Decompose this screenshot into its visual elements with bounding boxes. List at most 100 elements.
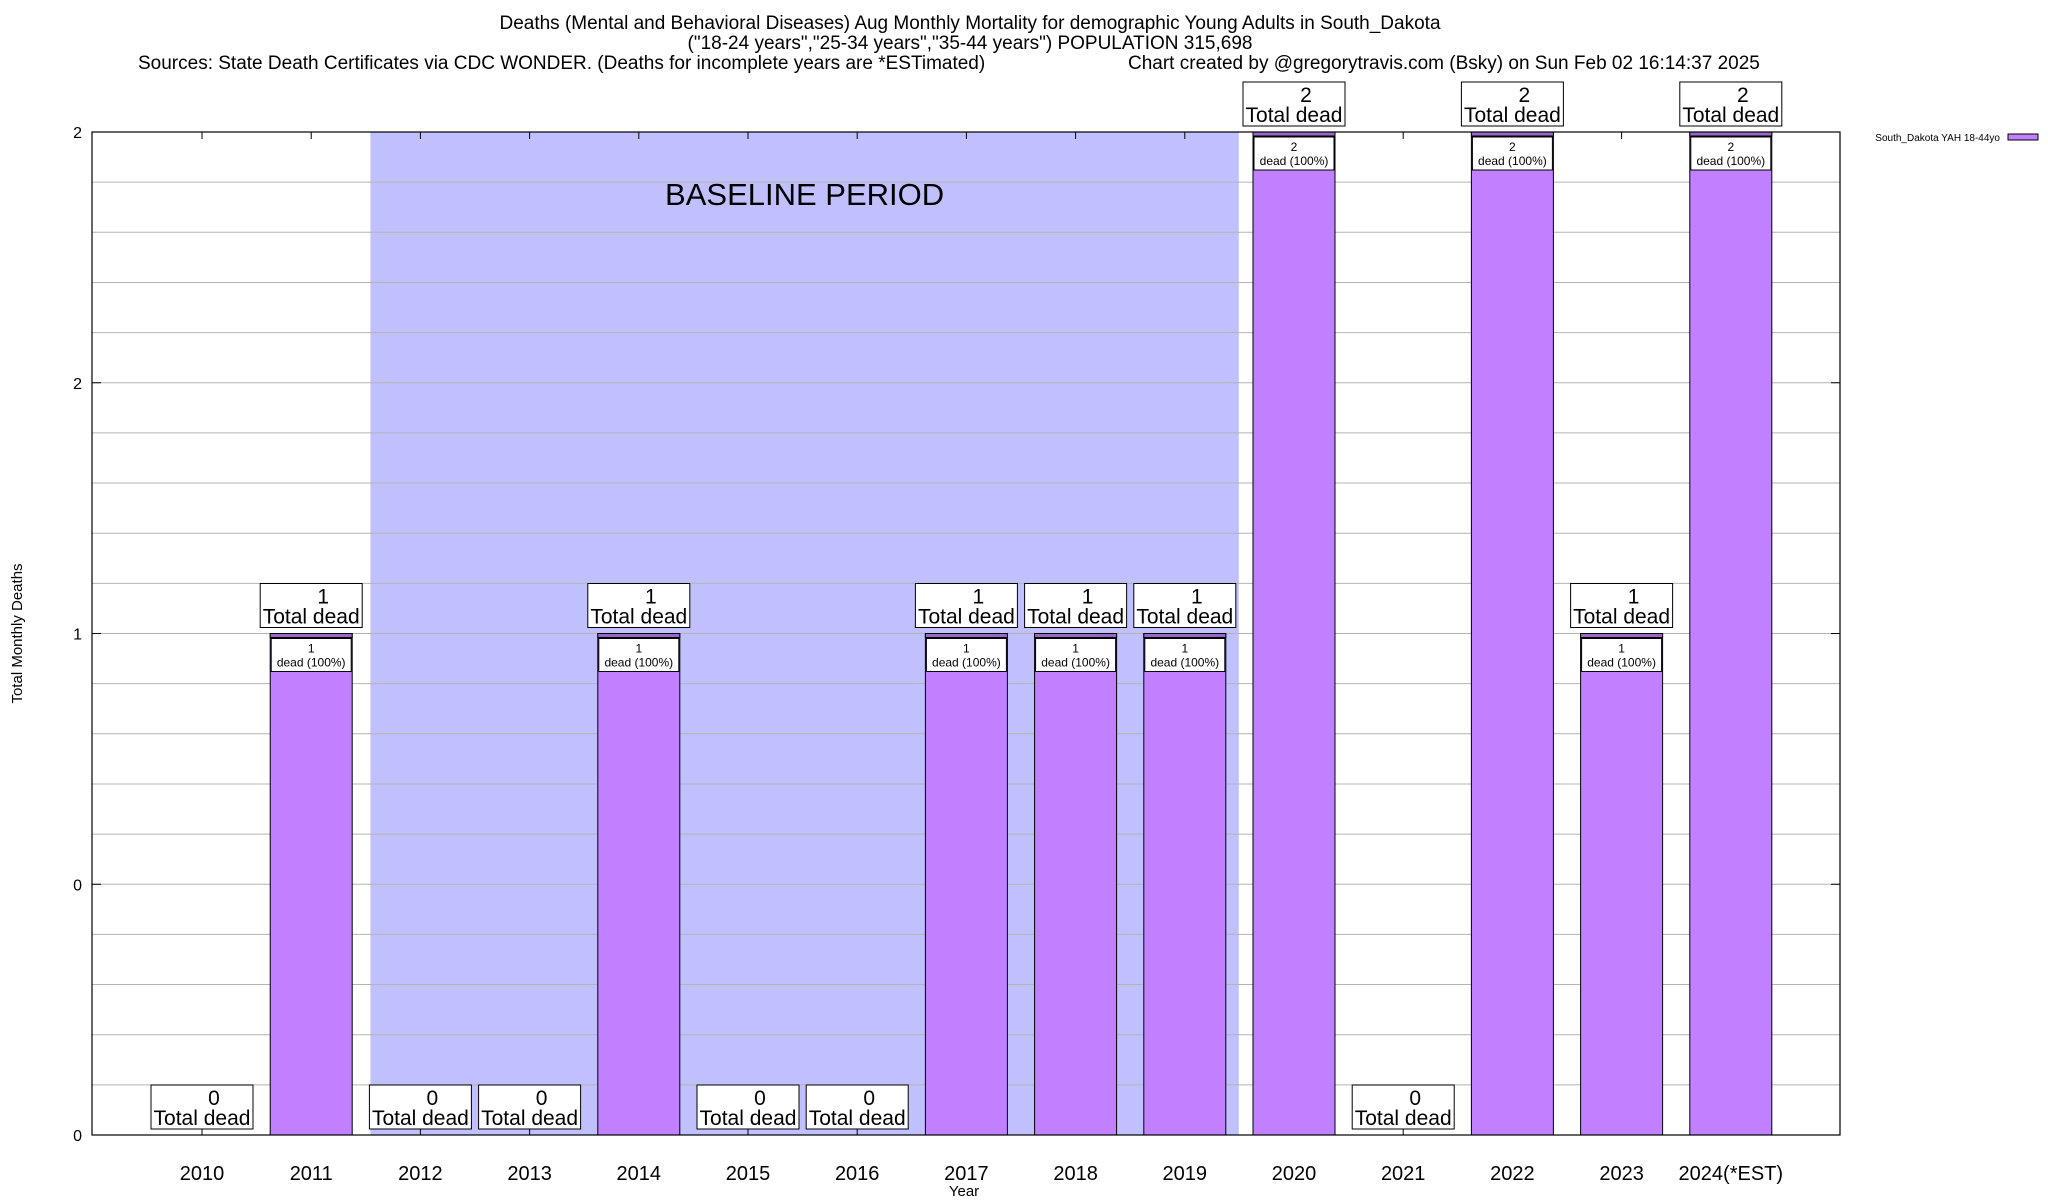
segment-label-text: dead (100%) [1150,656,1219,670]
segment-label-text: dead (100%) [277,656,346,670]
segment-label-text: dead (100%) [1587,656,1656,670]
x-tick-label: 2017 [944,1163,989,1185]
total-label-count: 0 [427,1087,439,1110]
total-label-box [1242,81,1346,127]
total-label-box [1679,81,1783,127]
x-tick-label: 2021 [1381,1163,1426,1185]
segment-label-box [1035,638,1117,672]
total-label-count: 2 [1300,84,1312,107]
segment-label-count: 1 [1618,642,1625,656]
total-label-count: 1 [973,586,985,609]
segment-label-text: dead (100%) [1041,656,1110,670]
total-label-box [1133,583,1237,628]
segment-label-text: dead (100%) [932,656,1001,670]
total-label-count: 0 [863,1087,875,1110]
total-label-count: 2 [1519,84,1531,107]
total-label-count: 2 [1737,84,1749,107]
segment-label-count: 1 [1181,642,1188,656]
bar [269,633,353,1136]
bar [1143,633,1227,1136]
total-label-text: Total dead [809,1107,906,1130]
chart-subtitle: ("18-24 years","25-34 years","35-44 year… [687,33,1253,54]
total-label-count: 1 [645,586,657,609]
legend-label: South_Dakota YAH 18-44yo [1875,133,2000,144]
total-label-box [914,583,1018,628]
segment-label-count: 1 [635,642,642,656]
segment-label-box [598,638,680,672]
total-label-text: Total dead [372,1107,469,1130]
total-label-text: Total dead [590,606,687,629]
chart-title: Deaths (Mental and Behavioral Diseases) … [499,13,1441,34]
total-label-text: Total dead [1573,606,1670,629]
y-tick-label: 0 [73,1128,82,1145]
bar [1470,131,1554,1136]
segment-label-box [1471,136,1553,171]
bar [1252,131,1336,1136]
total-label-box [587,583,691,628]
total-label-text: Total dead [263,606,360,629]
total-label-count: 0 [536,1087,548,1110]
total-label-box [696,1084,800,1130]
bar-top-segment [597,633,681,638]
total-label-box [368,1084,472,1130]
bar [1580,633,1664,1136]
total-label-count: 1 [1191,586,1203,609]
total-label-box [1351,1084,1455,1130]
bar-top-segment [269,633,353,638]
y-tick-label: 1 [73,627,82,644]
bar [1034,633,1118,1136]
chart-credit: Chart created by @gregorytravis.com (Bsk… [1128,53,1760,74]
segment-label-box [1690,136,1772,171]
segment-label-text: dead (100%) [604,656,673,670]
total-label-text: Total dead [918,606,1015,629]
x-tick-label: 2024(*EST) [1679,1163,1784,1185]
segment-label-box [1144,638,1226,672]
total-label-text: Total dead [1355,1107,1452,1130]
segment-label-text: dead (100%) [1696,154,1765,168]
x-tick-label: 2013 [507,1163,552,1185]
y-tick-label: 2 [73,376,82,393]
total-label-text: Total dead [154,1107,251,1130]
total-label-box [259,583,363,628]
total-label-text: Total dead [1464,104,1561,127]
total-label-box [1024,583,1128,628]
bar-top-segment [924,633,1008,638]
y-tick-label: 2 [73,125,82,142]
total-label-count: 0 [208,1087,220,1110]
x-tick-label: 2015 [726,1163,771,1185]
segment-label-box [270,638,352,672]
x-tick-label: 2023 [1599,1163,1644,1185]
bar-top-segment [1034,633,1118,638]
total-label-text: Total dead [1027,606,1124,629]
total-label-text: Total dead [481,1107,578,1130]
y-axis-label: Total Monthly Deaths [9,563,26,703]
total-label-count: 1 [317,586,329,609]
x-tick-label: 2010 [180,1163,225,1185]
legend-swatch [2007,133,2039,141]
segment-label-box [1581,638,1663,672]
total-label-box [478,1084,582,1130]
total-label-text: Total dead [700,1107,797,1130]
total-label-text: Total dead [1136,606,1233,629]
segment-label-box [925,638,1007,672]
x-tick-label: 2012 [398,1163,443,1185]
total-label-text: Total dead [1246,104,1343,127]
plot-border [91,131,1841,1136]
total-label-box [150,1084,254,1130]
segment-label-count: 1 [1072,642,1079,656]
segment-label-text: dead (100%) [1478,154,1547,168]
segment-label-count: 1 [963,642,970,656]
bar [1689,131,1773,1136]
segment-label-text: dead (100%) [1260,154,1329,168]
segment-label-count: 2 [1727,140,1734,154]
total-label-count: 0 [754,1087,766,1110]
x-tick-label: 2019 [1163,1163,1208,1185]
total-label-text: Total dead [1682,104,1779,127]
bar [924,633,1008,1136]
total-label-box [1460,81,1564,127]
total-label-box [1570,583,1674,628]
x-tick-label: 2014 [617,1163,662,1185]
x-tick-label: 2022 [1490,1163,1535,1185]
total-label-count: 0 [1409,1087,1421,1110]
